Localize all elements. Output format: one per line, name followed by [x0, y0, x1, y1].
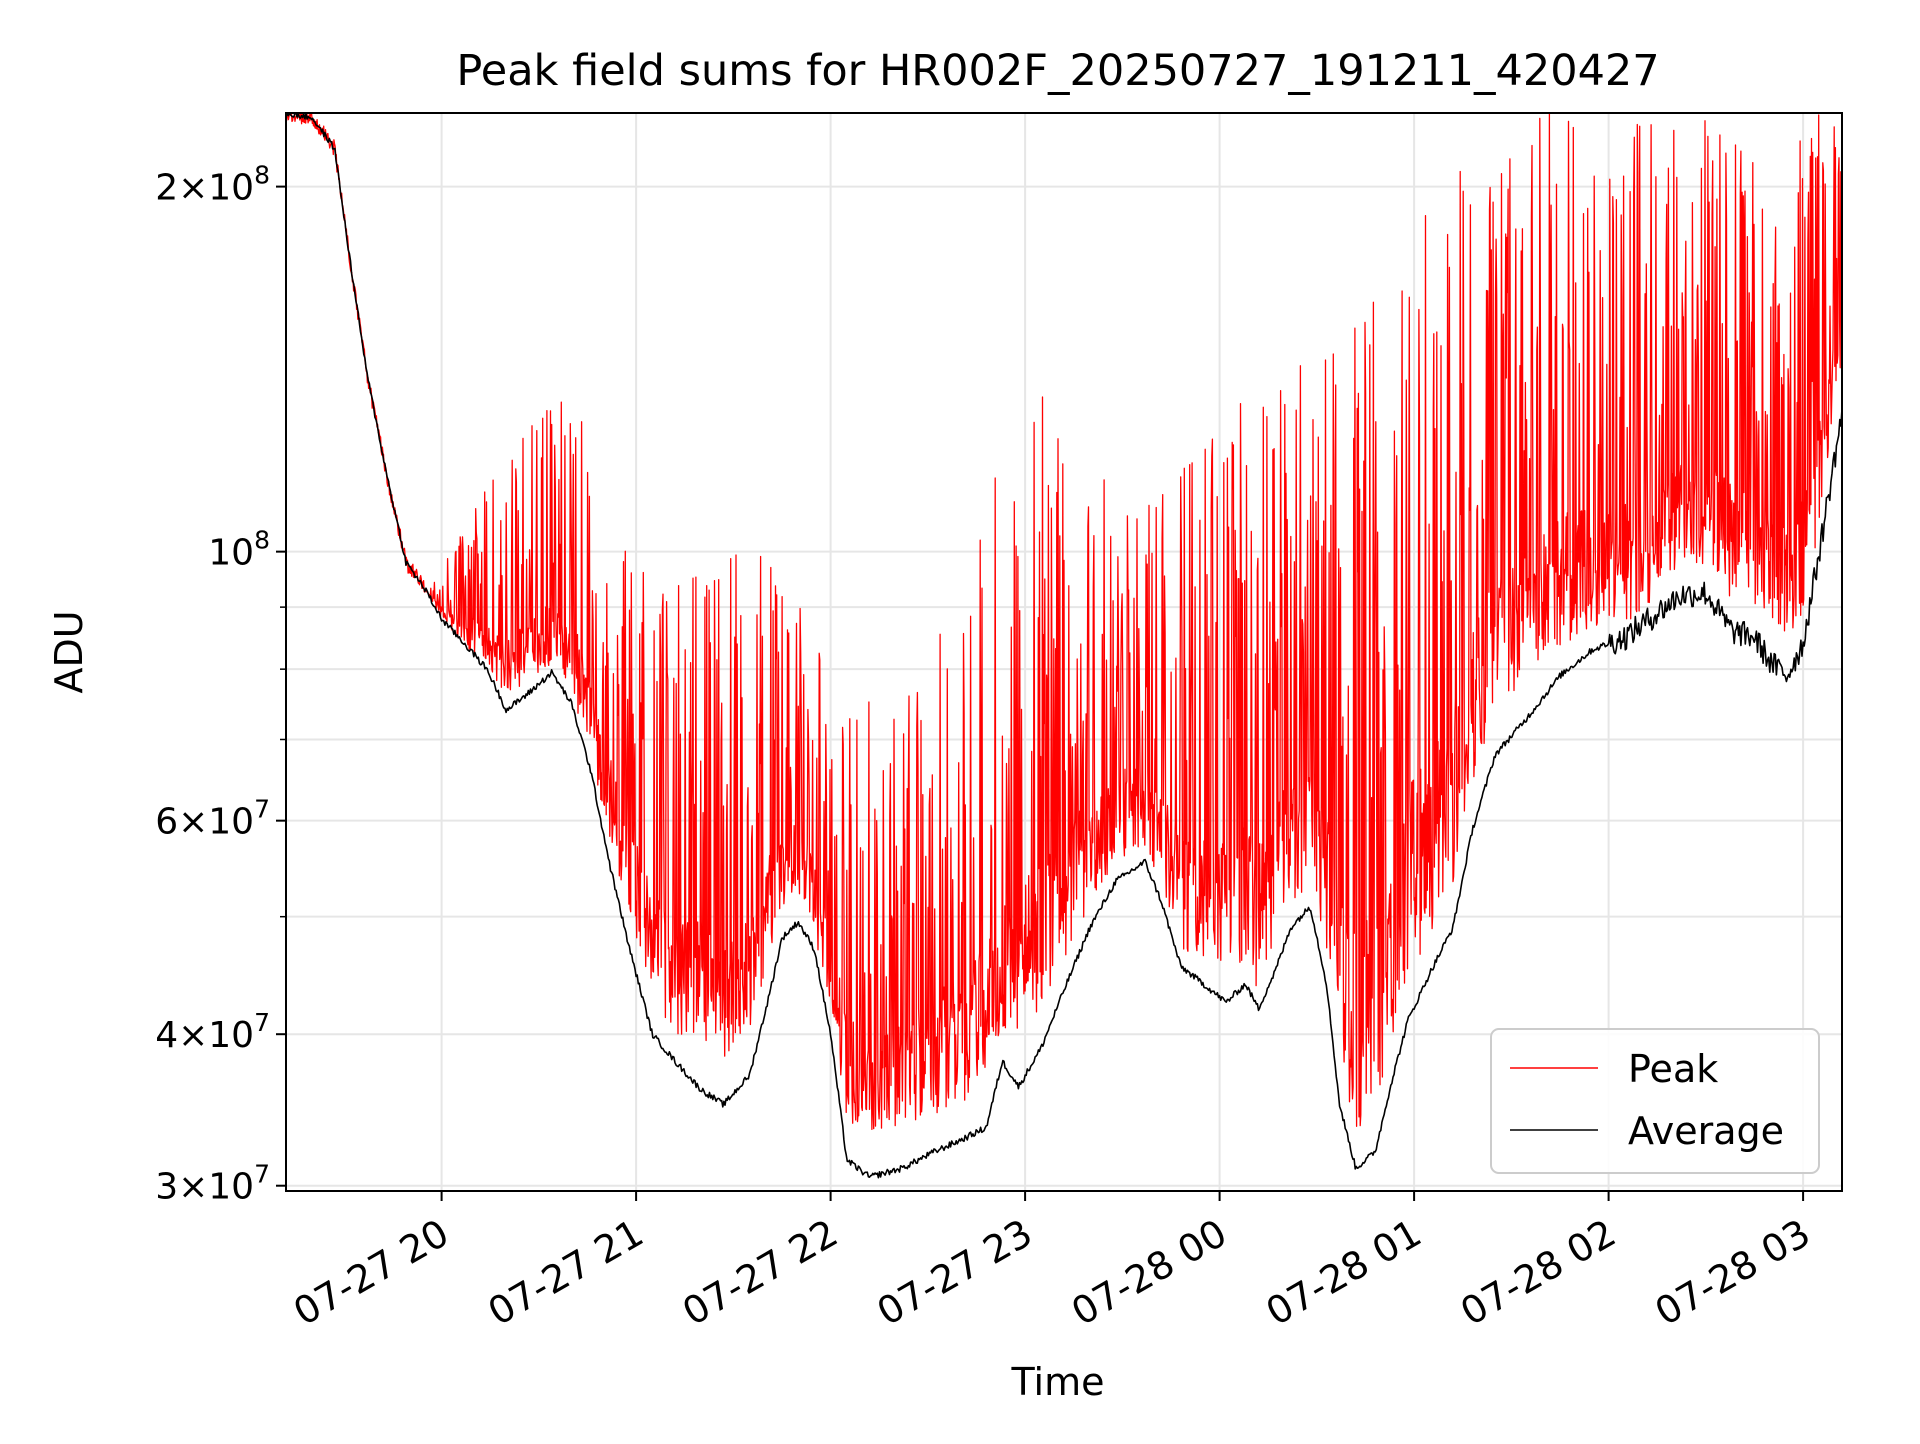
- y-tick-label: 3×107: [155, 1160, 270, 1208]
- chart-title: Peak field sums for HR002F_20250727_1912…: [456, 46, 1659, 96]
- y-tick-label: 2×108: [155, 161, 270, 209]
- x-axis-label: Time: [1011, 1360, 1105, 1404]
- series-line-average: [285, 112, 1843, 1179]
- y-tick-label: 6×107: [155, 795, 270, 843]
- legend-label-average: Average: [1628, 1109, 1784, 1153]
- y-tick-label: 4×107: [155, 1008, 270, 1056]
- series-line-peak: [285, 112, 1843, 1131]
- y-axis-label: ADU: [47, 610, 91, 693]
- legend: Peak Average: [1490, 1028, 1820, 1174]
- plot-area: [285, 112, 1843, 1179]
- y-tick-label: 108: [208, 526, 270, 574]
- legend-label-peak: Peak: [1628, 1047, 1718, 1091]
- legend-box: [1490, 1028, 1820, 1174]
- plot-frame: [285, 112, 1843, 1192]
